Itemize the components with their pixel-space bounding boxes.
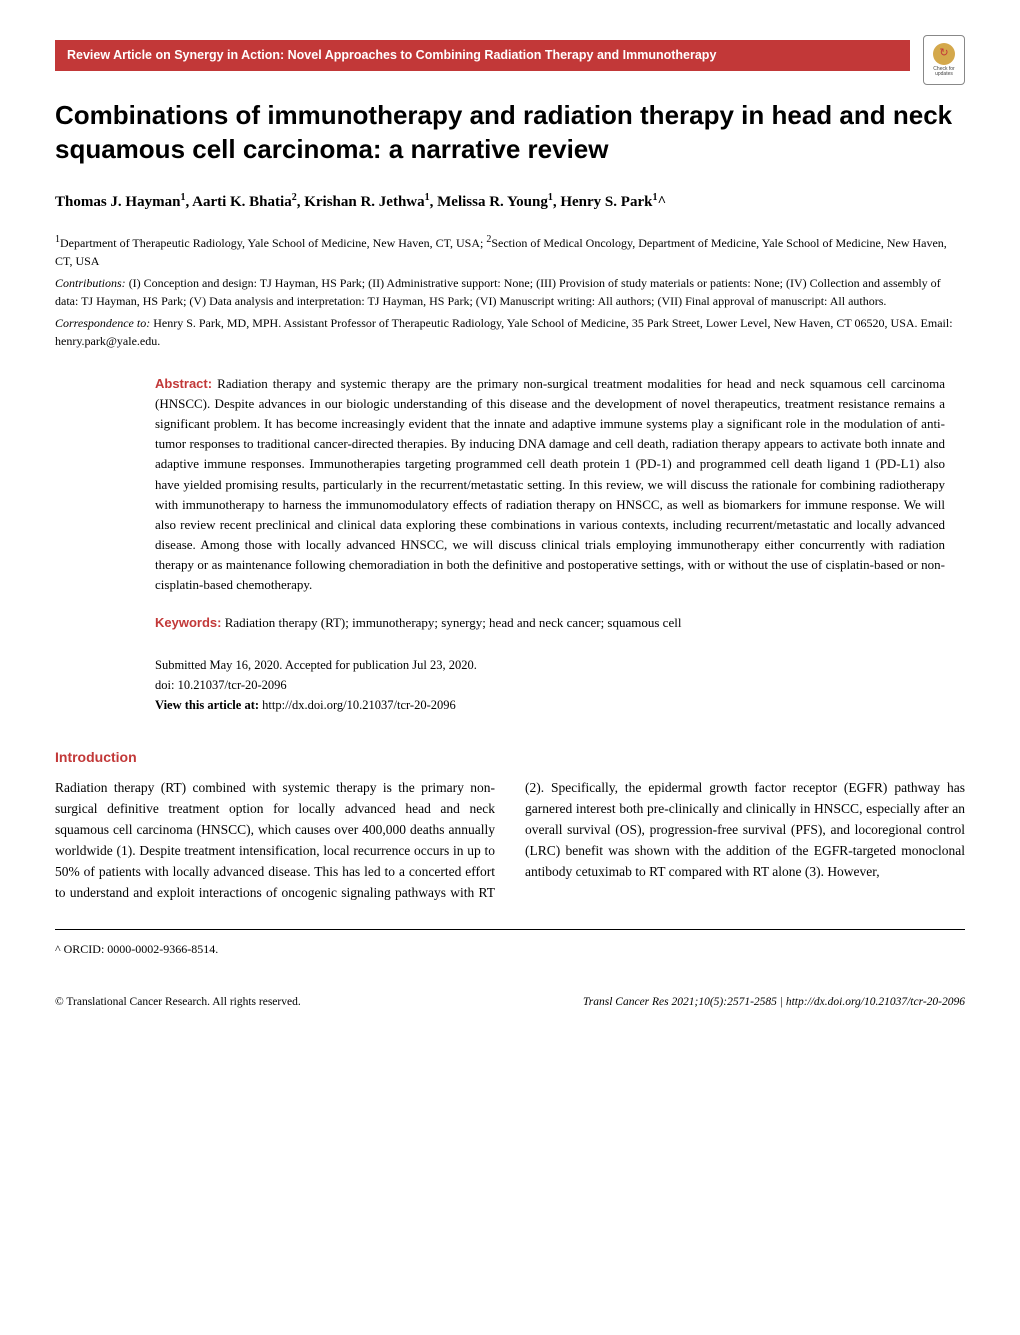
article-type-banner: Review Article on Synergy in Action: Nov… (55, 40, 910, 71)
body-text: Radiation therapy (RT) combined with sys… (55, 778, 965, 904)
check-updates-icon: ↻ (933, 43, 955, 65)
keywords-block: Keywords: Radiation therapy (RT); immuno… (155, 613, 965, 633)
orcid-footnote: ^ ORCID: 0000-0002-9366-8514. (55, 940, 965, 958)
author-list: Thomas J. Hayman1, Aarti K. Bhatia2, Kri… (55, 190, 965, 214)
keywords-text: Radiation therapy (RT); immunotherapy; s… (225, 615, 682, 630)
affiliations: 1Department of Therapeutic Radiology, Ya… (55, 232, 965, 270)
correspondence-label: Correspondence to: (55, 316, 150, 330)
contributions-text: (I) Conception and design: TJ Hayman, HS… (55, 276, 941, 308)
keywords-label: Keywords: (155, 615, 221, 630)
section-heading-introduction: Introduction (55, 747, 965, 768)
contributions: Contributions: (I) Conception and design… (55, 274, 965, 310)
citation: Transl Cancer Res 2021;10(5):2571-2585 |… (583, 994, 965, 1011)
article-title: Combinations of immunotherapy and radiat… (55, 99, 965, 167)
submitted-line: Submitted May 16, 2020. Accepted for pub… (155, 655, 965, 675)
abstract-block: Abstract: Radiation therapy and systemic… (155, 374, 965, 596)
article-meta: Submitted May 16, 2020. Accepted for pub… (155, 655, 965, 715)
check-updates-badge[interactable]: ↻ Check for updates (923, 35, 965, 85)
body-col1: Radiation therapy (RT) combined with sys… (55, 780, 495, 900)
view-article-label: View this article at: (155, 698, 259, 712)
page-footer: © Translational Cancer Research. All rig… (55, 994, 965, 1011)
contributions-label: Contributions: (55, 276, 126, 290)
doi-line: doi: 10.21037/tcr-20-2096 (155, 675, 965, 695)
correspondence: Correspondence to: Henry S. Park, MD, MP… (55, 314, 965, 350)
check-updates-label: Check for updates (924, 67, 964, 78)
body-col2: understand and exploit interactions of o… (70, 780, 965, 900)
abstract-text: Radiation therapy and systemic therapy a… (155, 376, 945, 592)
copyright: © Translational Cancer Research. All rig… (55, 994, 301, 1011)
correspondence-text: Henry S. Park, MD, MPH. Assistant Profes… (55, 316, 953, 348)
footnote-rule (55, 929, 965, 930)
abstract-label: Abstract: (155, 376, 212, 391)
view-article-url[interactable]: http://dx.doi.org/10.21037/tcr-20-2096 (262, 698, 456, 712)
